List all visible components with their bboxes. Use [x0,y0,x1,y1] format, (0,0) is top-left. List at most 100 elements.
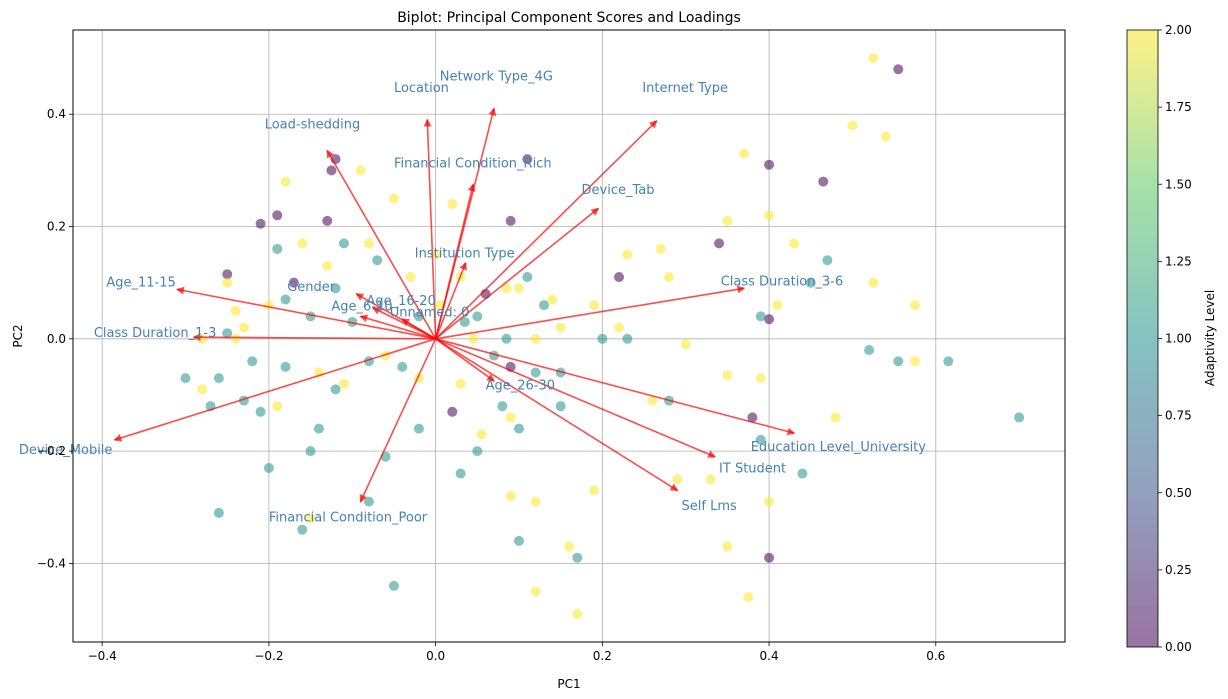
score-point [893,356,904,367]
score-point [722,541,733,552]
score-point [397,361,408,372]
score-point [322,260,333,271]
score-point [413,423,424,434]
score-point [755,373,766,384]
score-point [472,311,483,322]
score-point [197,384,208,395]
score-point [805,277,816,288]
colorbar-label: Adaptivity Level [1203,290,1217,386]
score-point [180,373,191,384]
score-point [880,131,891,142]
loading-label: Gender [287,280,336,295]
score-point [614,272,625,283]
score-point [388,580,399,591]
score-point [597,333,608,344]
score-point [572,552,583,563]
y-tick-label: 0.0 [47,332,66,346]
y-tick-label: −0.4 [37,556,66,570]
score-point [297,524,308,535]
x-axis-ticks: −0.4 −0.2 0.0 0.2 0.4 0.6 [88,642,945,663]
score-point [326,165,337,176]
loading-arrow [192,333,436,342]
score-point [797,468,808,479]
score-point [572,608,583,619]
score-point [455,468,466,479]
score-point [522,272,533,283]
score-point [764,210,775,221]
loading-arrow [435,338,679,492]
score-point [263,462,274,473]
score-point [868,277,879,288]
colorbar-tick-label: 1.25 [1165,254,1192,268]
loading-label: Network Type_4G [440,70,553,85]
x-axis-label: PC1 [557,677,580,691]
score-point [230,333,241,344]
score-point [864,345,875,356]
score-point [830,412,841,423]
score-point [622,333,633,344]
score-point [338,238,349,249]
score-point [555,401,566,412]
x-tick-label: −0.4 [88,649,117,663]
loading-arrow [359,338,437,503]
score-point [272,401,283,412]
colorbar-tick-label: 0.25 [1165,563,1192,577]
loading-label: Financial Condition_Poor [269,510,428,525]
score-point [818,176,829,187]
score-points [180,53,1025,619]
loading-label: Class Duration_1-3 [94,326,217,341]
colorbar-tick-label: 0.75 [1165,409,1192,423]
score-point [530,496,541,507]
score-point [459,316,470,327]
score-point [522,154,533,165]
score-point [280,176,291,187]
score-point [714,238,725,249]
score-point [822,255,833,266]
score-point [530,333,541,344]
y-axis-label: PC2 [11,324,25,347]
score-point [501,333,512,344]
score-point [513,423,524,434]
score-point [347,316,358,327]
score-point [893,64,904,75]
score-point [909,300,920,311]
score-point [263,300,274,311]
plot-frame [72,29,1066,643]
score-point [255,218,266,229]
score-point [530,586,541,597]
score-point [705,474,716,485]
y-tick-label: −0.2 [37,444,66,458]
loading-label: IT Student [719,461,786,476]
colorbar-tick-label: 0.50 [1165,486,1192,500]
score-point [222,277,233,288]
colorbar-gradient [1126,29,1159,648]
score-point [589,300,600,311]
colorbar-tick-label: 0.00 [1165,640,1192,654]
score-point [447,199,458,210]
score-point [372,255,383,266]
score-point [505,412,516,423]
score-point [755,434,766,445]
score-point [313,423,324,434]
score-point [222,328,233,339]
score-point [272,243,283,254]
score-point [255,406,266,417]
score-point [943,356,954,367]
loading-arrow [435,207,600,340]
score-point [280,361,291,372]
score-point [247,356,258,367]
score-point [355,165,366,176]
score-point [764,552,775,563]
score-point [664,272,675,283]
score-point [622,249,633,260]
x-tick-label: −0.2 [254,649,283,663]
score-point [305,446,316,457]
score-point [363,496,374,507]
loading-arrow [434,183,476,339]
score-point [338,378,349,389]
score-point [764,496,775,507]
score-point [447,406,458,417]
loading-arrow [423,118,437,339]
loading-arrow [401,318,437,340]
